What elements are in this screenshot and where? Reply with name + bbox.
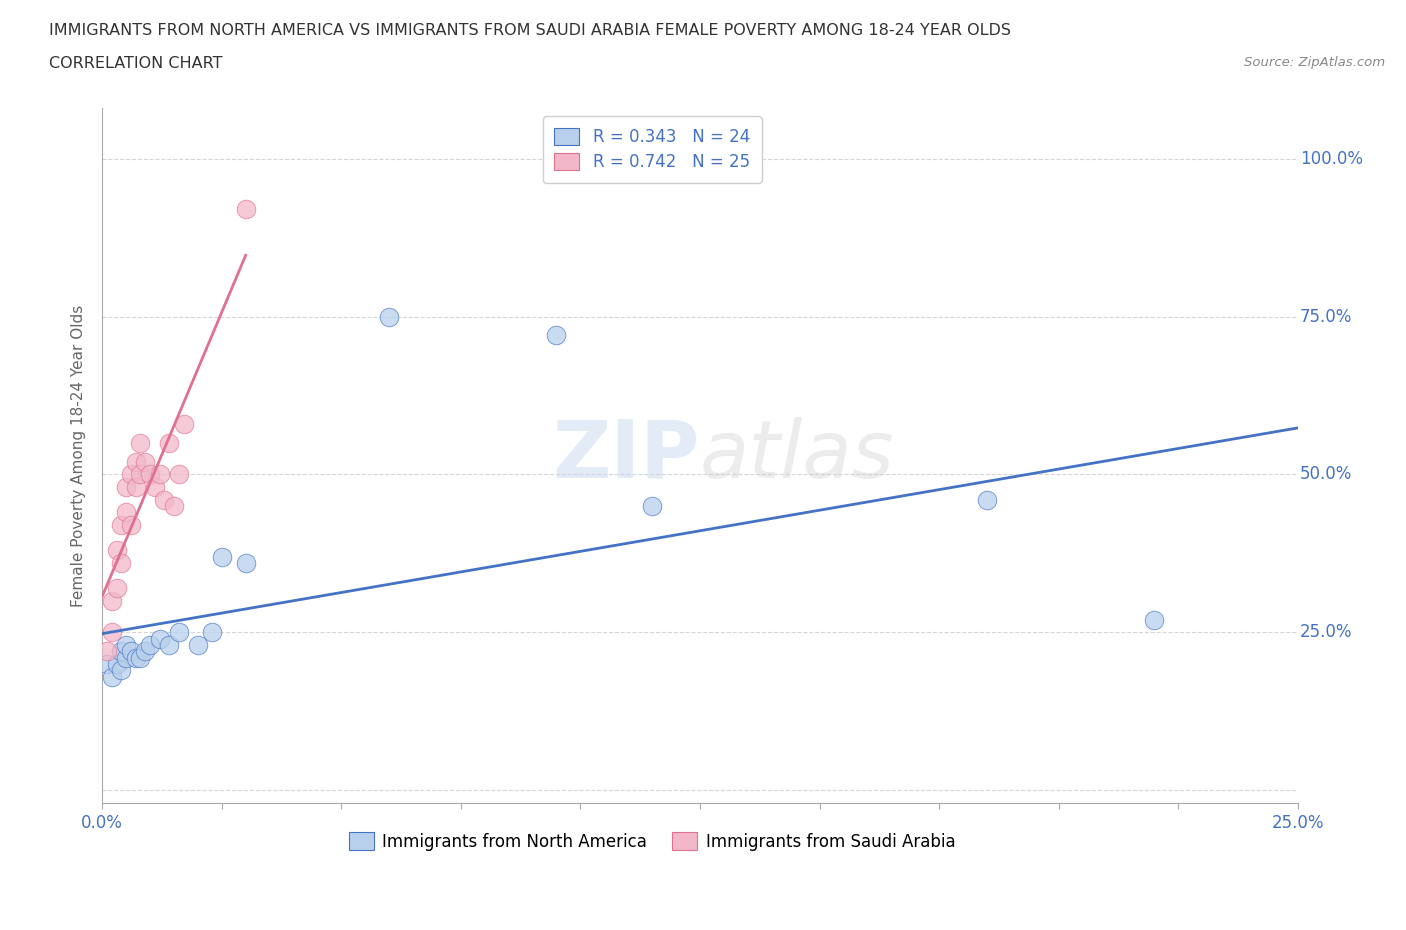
Text: 100.0%: 100.0%	[1301, 150, 1362, 167]
Point	[167, 467, 190, 482]
Point	[143, 480, 166, 495]
Point	[125, 455, 148, 470]
Point	[167, 625, 190, 640]
Text: CORRELATION CHART: CORRELATION CHART	[49, 56, 222, 71]
Point	[100, 670, 122, 684]
Point	[115, 480, 138, 495]
Point	[125, 480, 148, 495]
Point	[157, 435, 180, 450]
Point	[115, 638, 138, 653]
Point	[976, 492, 998, 507]
Point	[120, 644, 142, 658]
Point	[134, 644, 156, 658]
Point	[153, 492, 176, 507]
Legend: Immigrants from North America, Immigrants from Saudi Arabia: Immigrants from North America, Immigrant…	[343, 826, 962, 857]
Point	[187, 638, 209, 653]
Point	[139, 638, 162, 653]
Point	[105, 543, 128, 558]
Point	[100, 625, 122, 640]
Point	[120, 467, 142, 482]
Point	[1143, 612, 1166, 627]
Text: 50.0%: 50.0%	[1301, 466, 1353, 484]
Point	[105, 581, 128, 596]
Point	[129, 435, 152, 450]
Point	[235, 202, 257, 217]
Point	[641, 498, 664, 513]
Point	[100, 593, 122, 608]
Y-axis label: Female Poverty Among 18-24 Year Olds: Female Poverty Among 18-24 Year Olds	[72, 304, 86, 606]
Point	[129, 650, 152, 665]
Point	[120, 518, 142, 533]
Text: ZIP: ZIP	[553, 417, 700, 495]
Point	[110, 518, 132, 533]
Point	[96, 644, 118, 658]
Point	[115, 505, 138, 520]
Point	[139, 467, 162, 482]
Text: atlas: atlas	[700, 417, 894, 495]
Point	[157, 638, 180, 653]
Point	[378, 309, 401, 324]
Point	[211, 550, 233, 565]
Point	[110, 644, 132, 658]
Point	[201, 625, 224, 640]
Point	[235, 555, 257, 570]
Point	[110, 663, 132, 678]
Point	[149, 631, 172, 646]
Text: IMMIGRANTS FROM NORTH AMERICA VS IMMIGRANTS FROM SAUDI ARABIA FEMALE POVERTY AMO: IMMIGRANTS FROM NORTH AMERICA VS IMMIGRA…	[49, 23, 1011, 38]
Point	[125, 650, 148, 665]
Point	[163, 498, 186, 513]
Text: 25.0%: 25.0%	[1301, 623, 1353, 642]
Text: 75.0%: 75.0%	[1301, 308, 1353, 326]
Point	[134, 455, 156, 470]
Point	[115, 650, 138, 665]
Point	[129, 467, 152, 482]
Point	[173, 417, 195, 432]
Point	[110, 555, 132, 570]
Text: Source: ZipAtlas.com: Source: ZipAtlas.com	[1244, 56, 1385, 69]
Point	[546, 328, 568, 343]
Point	[149, 467, 172, 482]
Point	[96, 657, 118, 671]
Point	[105, 657, 128, 671]
